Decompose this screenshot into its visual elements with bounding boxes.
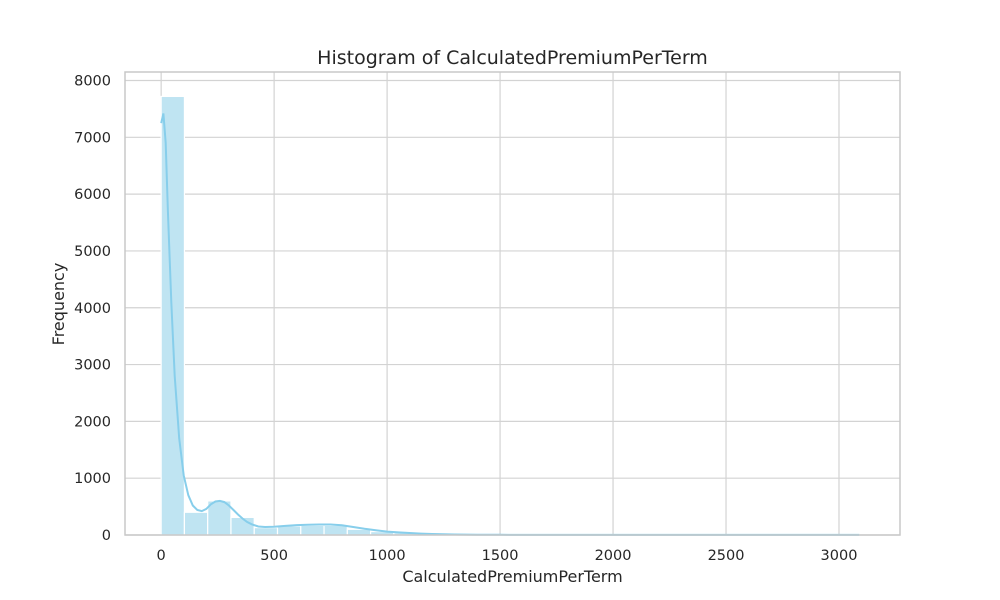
y-axis-ticks: 0 1000 2000 3000 4000 5000 6000 7000 8000 [74,74,111,544]
y-tick-label: 6000 [74,187,111,203]
x-tick-label: 2000 [595,548,632,564]
x-axis-label: CalculatedPremiumPerTerm [402,567,622,586]
x-tick-label: 2500 [708,548,745,564]
y-tick-label: 0 [102,528,111,544]
histogram-bar [346,528,372,536]
y-axis-label: Frequency [49,263,68,346]
x-tick-label: 3000 [821,548,858,564]
kde-curve [160,113,860,536]
x-tick-label: 0 [157,548,166,564]
histogram-bar [276,525,302,536]
x-tick-label: 1500 [482,548,519,564]
histogram-bar [183,511,209,536]
y-tick-label: 2000 [74,414,111,430]
histogram-bar [300,524,325,536]
y-tick-label: 5000 [74,244,111,260]
histogram-bar [230,516,255,536]
grid-lines [125,72,900,536]
x-axis-ticks: 0 500 1000 1500 2000 2500 3000 [157,548,858,564]
y-tick-label: 3000 [74,358,111,374]
histogram-bar [253,527,279,536]
plot-frame [124,71,901,536]
kde-curve-group [160,113,860,536]
chart-title: Histogram of CalculatedPremiumPerTerm [317,47,708,69]
histogram-bar [323,524,348,536]
histogram-bar [207,500,232,536]
y-tick-label: 1000 [74,471,111,487]
y-tick-label: 8000 [74,74,111,90]
histogram-bars [160,95,860,536]
x-tick-label: 1000 [369,548,406,564]
y-tick-label: 4000 [74,301,111,317]
x-tick-label: 500 [260,548,288,564]
y-tick-label: 7000 [74,130,111,146]
